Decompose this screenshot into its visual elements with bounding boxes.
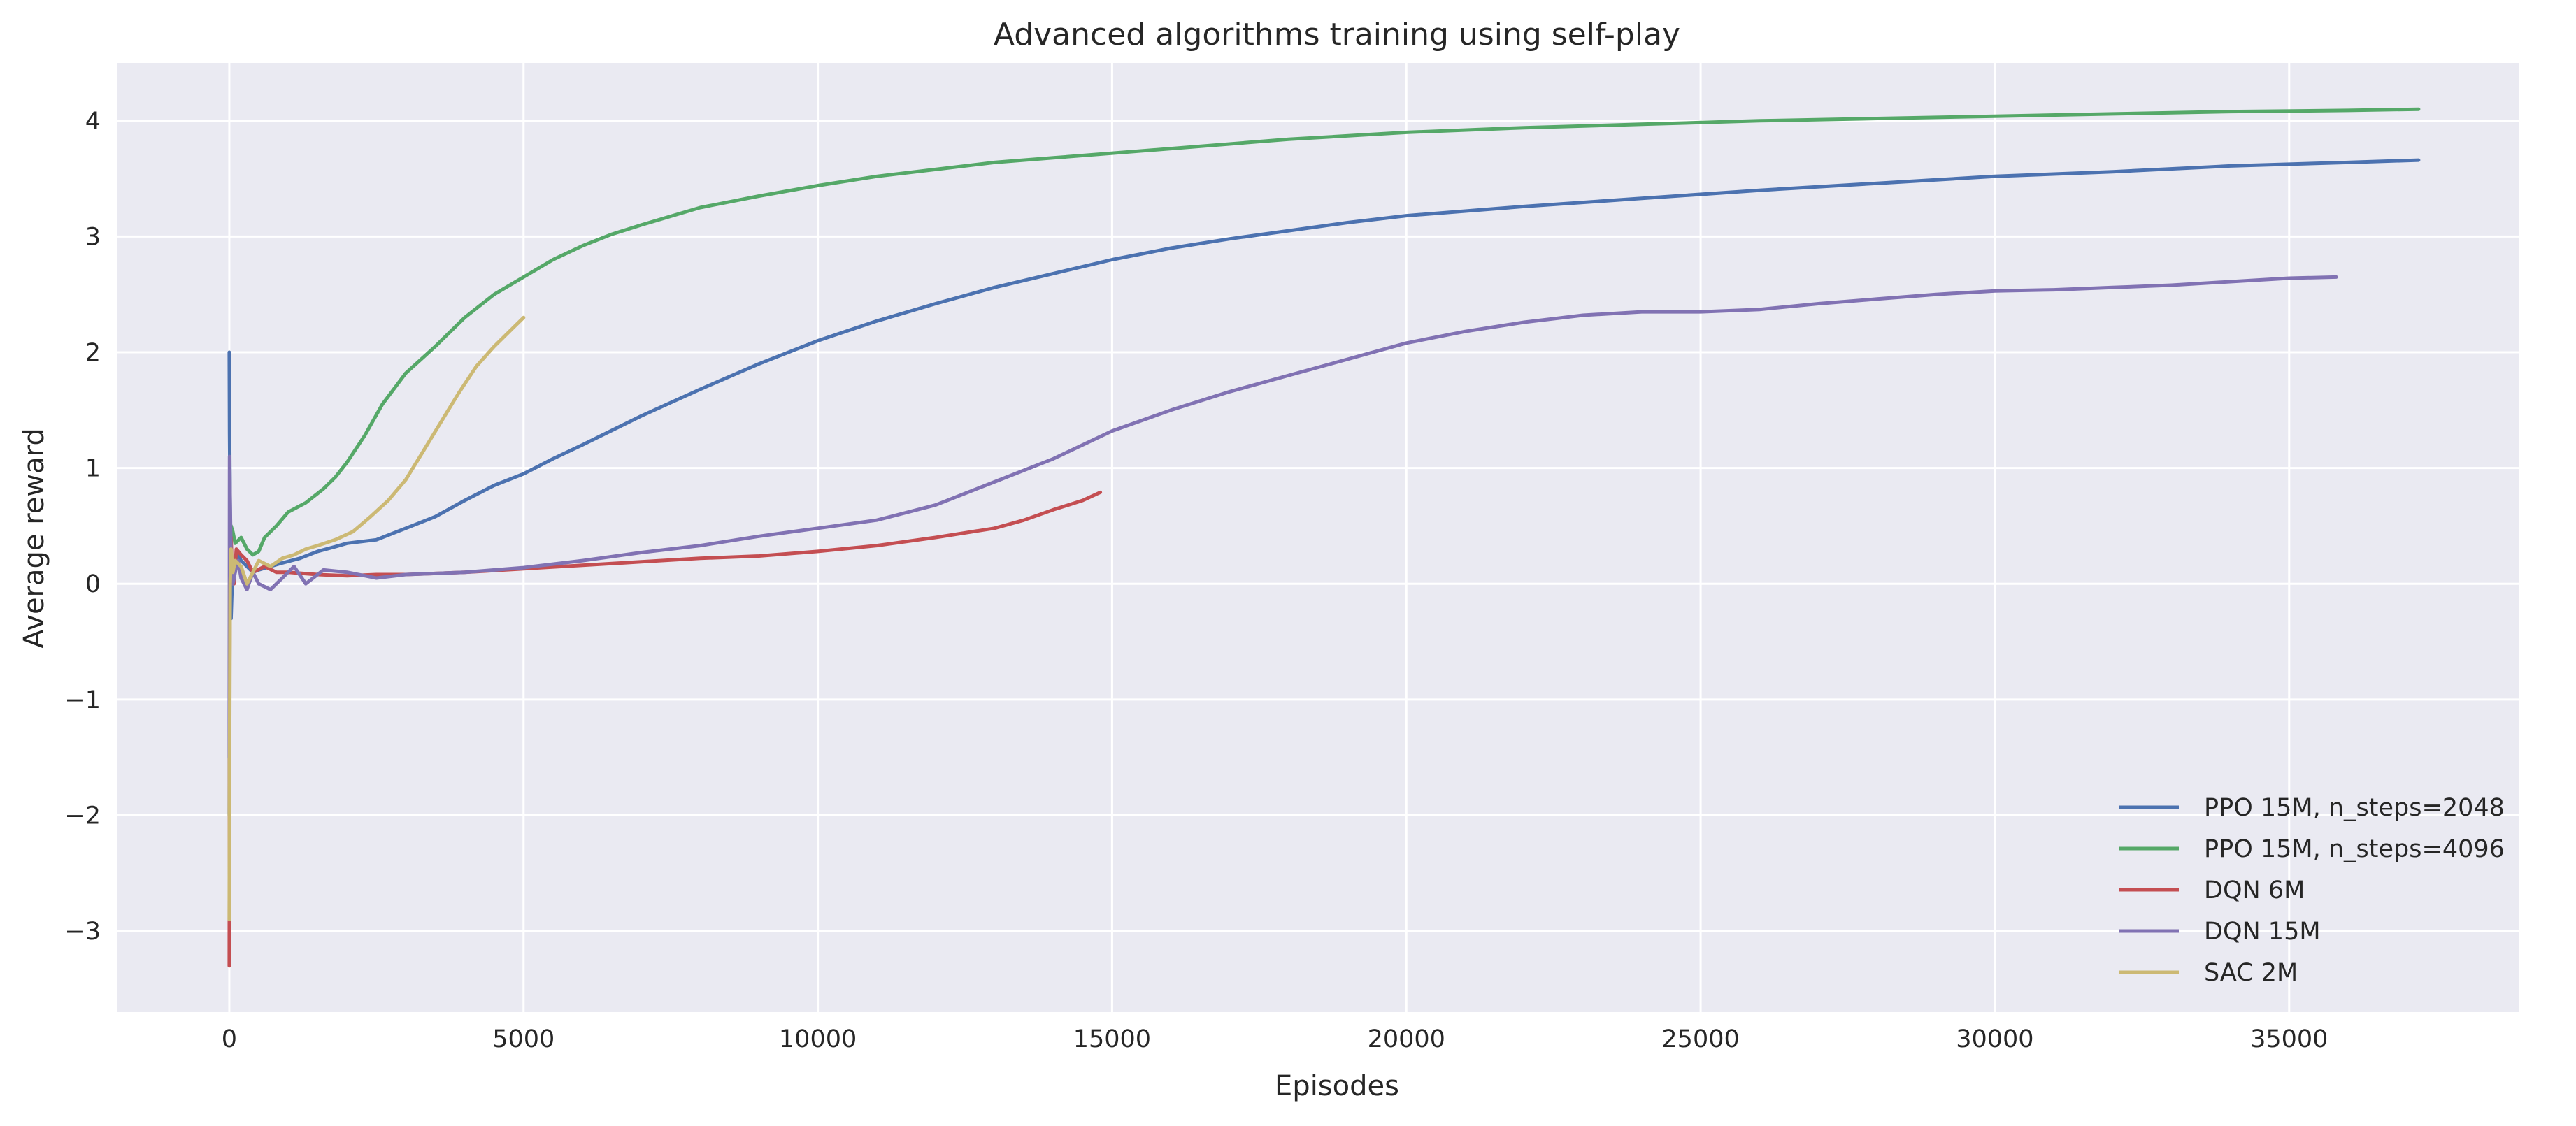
x-tick-label: 0 xyxy=(222,1025,237,1053)
x-tick-label: 10000 xyxy=(779,1025,857,1053)
legend-label-3: DQN 6M xyxy=(2204,876,2305,904)
x-tick-label: 20000 xyxy=(1368,1025,1445,1053)
y-tick-label: 0 xyxy=(85,570,101,598)
x-tick-label: 25000 xyxy=(1661,1025,1739,1053)
y-tick-label: 3 xyxy=(85,223,101,251)
chart-title: Advanced algorithms training using self-… xyxy=(994,17,1680,52)
legend-label-5: SAC 2M xyxy=(2204,959,2298,987)
x-tick-label: 35000 xyxy=(2250,1025,2328,1053)
x-tick-label: 5000 xyxy=(492,1025,554,1053)
series-line-2 xyxy=(227,107,2421,817)
y-tick-label: 4 xyxy=(85,108,101,136)
plot-area xyxy=(117,63,2519,1012)
series-line-1 xyxy=(227,158,2421,621)
legend-label-1: PPO 15M, n_steps=2048 xyxy=(2204,794,2505,822)
legend: PPO 15M, n_steps=2048 PPO 15M, n_steps=40… xyxy=(2119,794,2505,987)
x-axis-label: Episodes xyxy=(1275,1070,1399,1102)
x-tick-label: 15000 xyxy=(1073,1025,1151,1053)
y-tick-label: −2 xyxy=(64,802,101,830)
y-tick-label: 1 xyxy=(85,455,101,483)
y-tick-label: −3 xyxy=(64,918,101,946)
y-tick-label: 2 xyxy=(85,339,101,367)
x-tick-label: 30000 xyxy=(1956,1025,2033,1053)
y-axis-label: Average reward xyxy=(18,428,50,649)
legend-label-4: DQN 15M xyxy=(2204,918,2321,946)
legend-label-2: PPO 15M, n_steps=4096 xyxy=(2204,835,2505,863)
series-line-5 xyxy=(227,315,526,921)
y-tick-label: −1 xyxy=(64,686,101,714)
